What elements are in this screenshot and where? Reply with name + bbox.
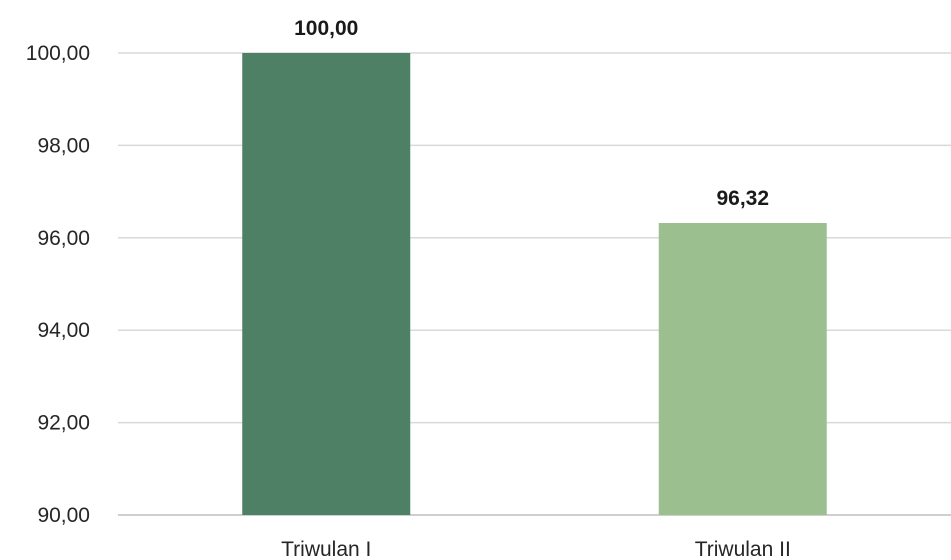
- data-labels: 100,00 96,32: [294, 17, 769, 210]
- data-label: 100,00: [294, 17, 358, 40]
- x-category-label: Triwulan II: [695, 538, 791, 560]
- y-axis-tick-labels: 90,00 92,00 94,00 96,00 98,00 100,00: [26, 42, 90, 527]
- bar: [658, 223, 827, 516]
- y-tick-label: 98,00: [37, 134, 90, 157]
- y-tick-label: 100,00: [26, 42, 90, 65]
- bars: [242, 53, 827, 516]
- y-tick-label: 94,00: [37, 319, 90, 342]
- bar: [242, 53, 411, 515]
- y-tick-label: 92,00: [37, 412, 90, 435]
- data-label: 96,32: [716, 187, 769, 210]
- y-tick-label: 96,00: [37, 227, 90, 250]
- x-category-label: Triwulan I: [281, 538, 371, 560]
- y-tick-label: 90,00: [37, 504, 90, 527]
- x-axis-category-labels: Triwulan I Triwulan II: [281, 538, 791, 560]
